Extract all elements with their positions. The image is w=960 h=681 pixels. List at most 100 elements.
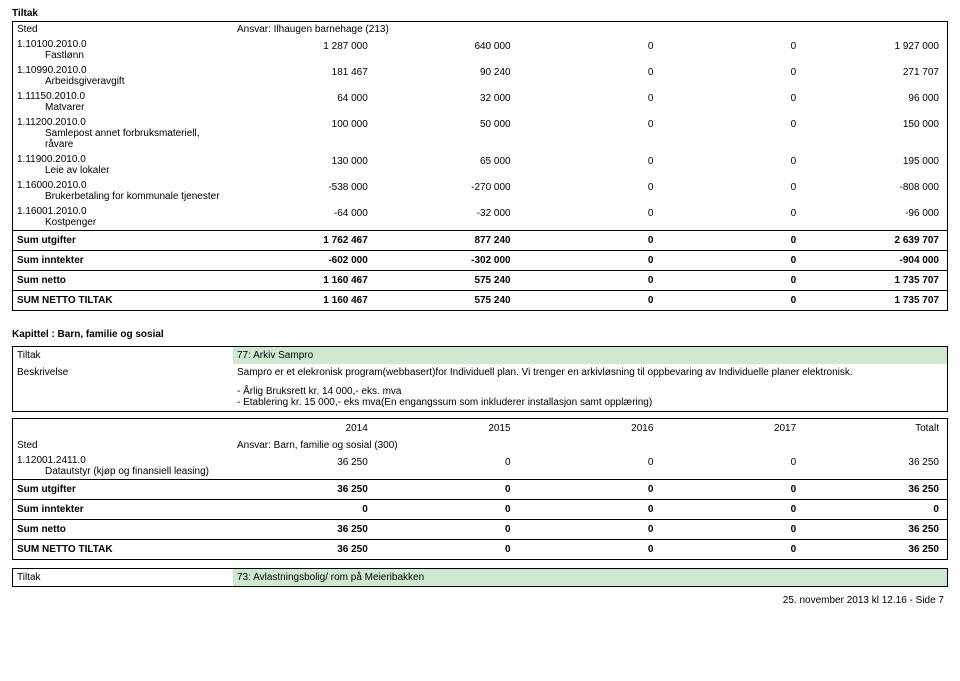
row-label: 1.10990.2010.0Arbeidsgiveravgift bbox=[13, 63, 233, 89]
meta-tiltak-value: 77: Arkiv Sampro bbox=[233, 347, 947, 364]
num-cell: -270 000 bbox=[376, 178, 519, 204]
num-cell: 150 000 bbox=[804, 115, 947, 152]
num-cell: 36 250 bbox=[804, 453, 947, 479]
sum-cell: 0 bbox=[519, 520, 662, 539]
table-row: 1.11150.2010.0Matvarer64 00032 0000096 0… bbox=[13, 89, 947, 115]
sum-cell: 36 250 bbox=[233, 540, 376, 559]
table-row: 1.10990.2010.0Arbeidsgiveravgift181 4679… bbox=[13, 63, 947, 89]
num-cell: 0 bbox=[661, 178, 804, 204]
sum-cell: 0 bbox=[233, 500, 376, 519]
row-label: 1.16001.2010.0Kostpenger bbox=[13, 204, 233, 230]
sum-label: Sum utgifter bbox=[13, 480, 233, 499]
sum-row: Sum inntekter00000 bbox=[13, 499, 947, 519]
num-cell: 65 000 bbox=[376, 152, 519, 178]
sum-cell: 0 bbox=[661, 480, 804, 499]
empty-header bbox=[13, 419, 233, 438]
besk-line2: - Årlig Bruksrett kr. 14 000,- eks. mva bbox=[237, 386, 943, 397]
sum-cell: -602 000 bbox=[233, 251, 376, 270]
sum-row: Sum netto36 25000036 250 bbox=[13, 519, 947, 539]
chapter-heading: Kapittel : Barn, familie og sosial bbox=[12, 325, 948, 346]
sum-cell: 1 762 467 bbox=[233, 231, 376, 250]
sum-cell: 0 bbox=[376, 500, 519, 519]
table-row: 1.16000.2010.0Brukerbetaling for kommuna… bbox=[13, 178, 947, 204]
num-cell: 0 bbox=[661, 89, 804, 115]
num-cell: -538 000 bbox=[233, 178, 376, 204]
sum-cell: 36 250 bbox=[233, 520, 376, 539]
table-row: 1.10100.2010.0Fastlønn1 287 000640 00000… bbox=[13, 37, 947, 63]
row-label: 1.11200.2010.0Samlepost annet forbruksma… bbox=[13, 115, 233, 152]
sum-row: SUM NETTO TILTAK1 160 467575 240001 735 … bbox=[13, 290, 947, 310]
num-cell: 50 000 bbox=[376, 115, 519, 152]
col-2017: 2017 bbox=[661, 419, 804, 438]
sum-cell: 0 bbox=[661, 520, 804, 539]
sum-cell: 0 bbox=[661, 291, 804, 310]
table-row: 1.11200.2010.0Samlepost annet forbruksma… bbox=[13, 115, 947, 152]
num-cell: 0 bbox=[519, 63, 662, 89]
table-1: Sted Ansvar: Ilhaugen barnehage (213) 1.… bbox=[12, 21, 948, 311]
sum-cell: 0 bbox=[519, 480, 662, 499]
meta-besk-value: Sampro er et elekronisk program(webbaser… bbox=[233, 364, 947, 411]
sted-label-2: Sted bbox=[13, 438, 233, 453]
sum-cell: 877 240 bbox=[376, 231, 519, 250]
meta2-tiltak-value: 73: Avlastningsbolig/ rom på Meieribakke… bbox=[233, 569, 947, 586]
sum-cell: 0 bbox=[661, 271, 804, 290]
num-cell: 0 bbox=[661, 63, 804, 89]
sum-cell: 0 bbox=[519, 271, 662, 290]
num-cell: 64 000 bbox=[233, 89, 376, 115]
row-label: 1.16000.2010.0Brukerbetaling for kommuna… bbox=[13, 178, 233, 204]
num-cell: 0 bbox=[519, 152, 662, 178]
num-cell: 640 000 bbox=[376, 37, 519, 63]
sum-row: Sum utgifter36 25000036 250 bbox=[13, 479, 947, 499]
sum-cell: 0 bbox=[519, 251, 662, 270]
sum-label: Sum utgifter bbox=[13, 231, 233, 250]
sum-label: Sum netto bbox=[13, 271, 233, 290]
sum-cell: 0 bbox=[661, 540, 804, 559]
num-cell: 0 bbox=[661, 37, 804, 63]
num-cell: -96 000 bbox=[804, 204, 947, 230]
sted-text-2: Sted bbox=[17, 440, 229, 451]
num-cell: 0 bbox=[519, 89, 662, 115]
sum-cell: -302 000 bbox=[376, 251, 519, 270]
sum-cell: 1 735 707 bbox=[804, 291, 947, 310]
sum-cell: 0 bbox=[519, 291, 662, 310]
sum-cell: 2 639 707 bbox=[804, 231, 947, 250]
row-label: 1.11900.2010.0Leie av lokaler bbox=[13, 152, 233, 178]
sum-cell: 0 bbox=[376, 540, 519, 559]
page-footer: 25. november 2013 kl 12.16 - Side 7 bbox=[12, 595, 948, 606]
sum-cell: 0 bbox=[519, 500, 662, 519]
sum-cell: 0 bbox=[661, 231, 804, 250]
sum-cell: 36 250 bbox=[804, 480, 947, 499]
num-cell: 32 000 bbox=[376, 89, 519, 115]
col-2014: 2014 bbox=[233, 419, 376, 438]
ansvar-label-2: Ansvar: Barn, familie og sosial (300) bbox=[233, 438, 947, 453]
num-cell: -64 000 bbox=[233, 204, 376, 230]
sum-label: Sum netto bbox=[13, 520, 233, 539]
num-cell: 0 bbox=[661, 453, 804, 479]
sted-label: Sted bbox=[13, 22, 233, 37]
sum-label: SUM NETTO TILTAK bbox=[13, 540, 233, 559]
sum-cell: 0 bbox=[519, 540, 662, 559]
tiltak-header: Tiltak bbox=[12, 8, 948, 19]
num-cell: 0 bbox=[519, 178, 662, 204]
num-cell: 0 bbox=[661, 115, 804, 152]
num-cell: -808 000 bbox=[804, 178, 947, 204]
sum-cell: 1 160 467 bbox=[233, 271, 376, 290]
row-label: 1.11150.2010.0Matvarer bbox=[13, 89, 233, 115]
sum-cell: 1 735 707 bbox=[804, 271, 947, 290]
meta2-tiltak-label: Tiltak bbox=[13, 569, 233, 586]
sum-cell: 0 bbox=[376, 520, 519, 539]
meta-besk-label: Beskrivelse bbox=[13, 364, 233, 411]
sum-label: Sum inntekter bbox=[13, 251, 233, 270]
sum-label: Sum inntekter bbox=[13, 500, 233, 519]
num-cell: 130 000 bbox=[233, 152, 376, 178]
sum-cell: 36 250 bbox=[804, 520, 947, 539]
num-cell: 96 000 bbox=[804, 89, 947, 115]
table-2: 2014 2015 2016 2017 Totalt Sted Ansvar: … bbox=[12, 418, 948, 560]
table-row: 1.12001.2411.0Datautstyr (kjøp og finans… bbox=[13, 453, 947, 479]
sted-text: Sted bbox=[17, 24, 229, 35]
table-row: 1.11900.2010.0Leie av lokaler130 00065 0… bbox=[13, 152, 947, 178]
sum-cell: 36 250 bbox=[804, 540, 947, 559]
col-2015: 2015 bbox=[376, 419, 519, 438]
row-label: 1.10100.2010.0Fastlønn bbox=[13, 37, 233, 63]
num-cell: 0 bbox=[661, 152, 804, 178]
